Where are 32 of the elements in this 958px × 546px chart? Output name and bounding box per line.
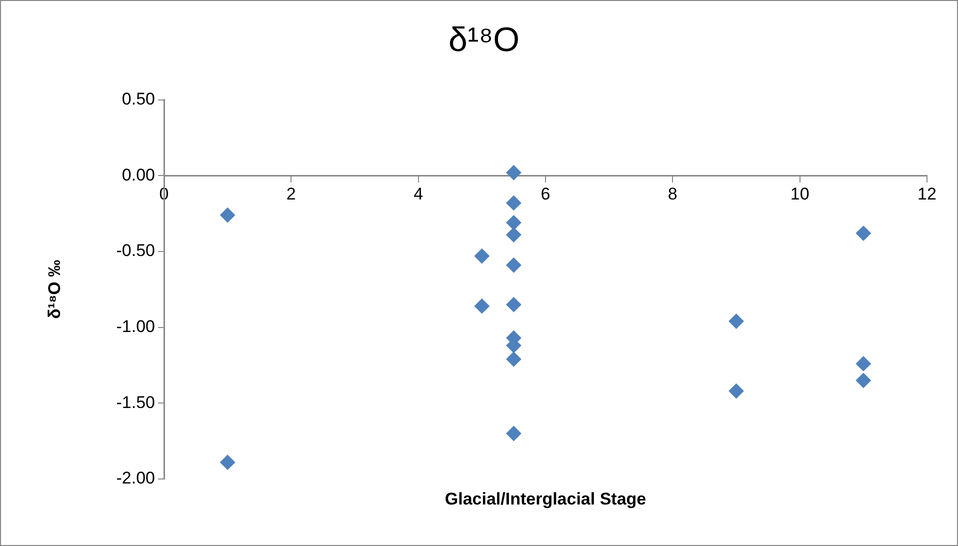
- y-axis-title: δ¹⁸O ‰: [44, 260, 64, 319]
- x-tick-label: 4: [414, 184, 424, 204]
- y-tick-label: -0.50: [116, 241, 155, 260]
- point: [506, 165, 522, 180]
- point: [728, 314, 744, 329]
- x-tick-label: 10: [790, 184, 810, 204]
- point: [856, 356, 871, 372]
- y-tick-label: 0.00: [122, 165, 155, 184]
- y-tick-label: -2.00: [116, 468, 155, 488]
- point: [506, 195, 522, 210]
- y-tick-label: -1.50: [116, 392, 155, 412]
- point: [506, 227, 522, 242]
- y-tick-label: -1.00: [116, 317, 155, 336]
- point: [220, 208, 236, 223]
- point: [506, 426, 522, 441]
- point: [728, 384, 744, 399]
- point: [506, 258, 522, 273]
- x-tick-label: 2: [286, 184, 296, 204]
- x-tick-label: 6: [540, 184, 550, 204]
- point: [856, 226, 871, 241]
- point: [474, 248, 490, 264]
- point: [474, 298, 490, 314]
- x-tick-label: 8: [668, 184, 678, 204]
- chart-title: δ¹⁸O: [448, 20, 520, 59]
- point: [506, 352, 522, 367]
- point: [856, 372, 871, 388]
- point: [506, 297, 522, 312]
- x-axis-title: Glacial/Interglacial Stage: [444, 490, 646, 509]
- y-tick-label: 0.50: [122, 89, 155, 108]
- x-tick-label: 12: [918, 184, 936, 204]
- point: [220, 454, 236, 470]
- point: [506, 215, 522, 230]
